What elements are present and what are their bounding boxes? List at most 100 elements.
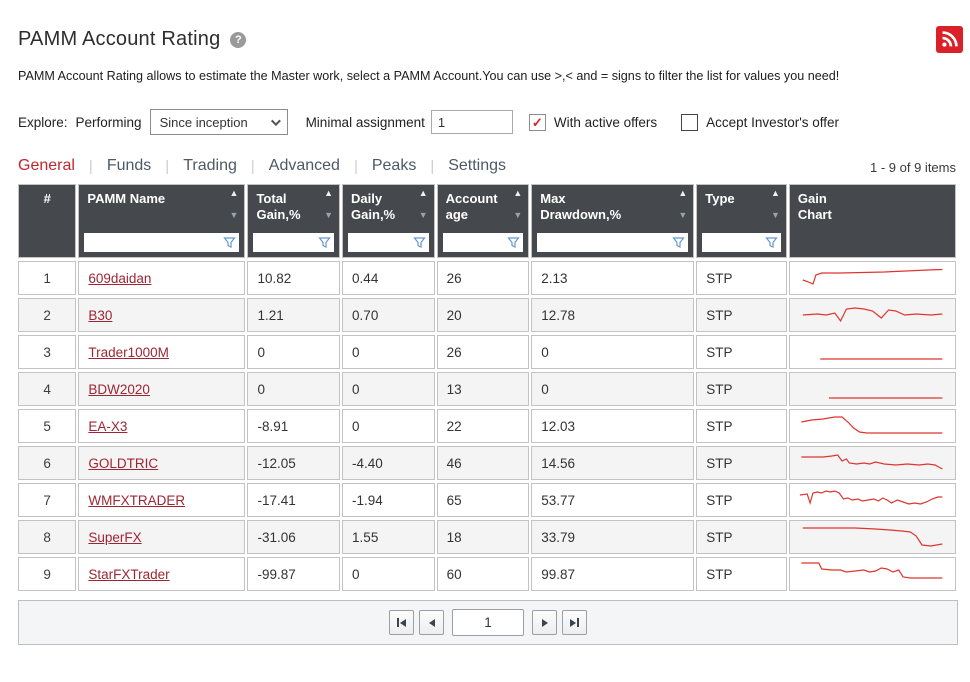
- tab-settings[interactable]: Settings: [448, 157, 507, 174]
- total-gain-cell: 0: [247, 372, 341, 406]
- next-page-button[interactable]: [532, 610, 557, 635]
- page-number-input[interactable]: [452, 609, 524, 636]
- column-header-total-gain[interactable]: Total Gain,% ▲ ▼: [247, 184, 341, 258]
- max-drawdown-cell: 0: [531, 335, 695, 369]
- first-page-button[interactable]: [389, 610, 414, 635]
- daily-gain-cell: 0: [342, 409, 435, 443]
- pamm-name-cell: GOLDTRIC: [78, 446, 246, 480]
- gain-chart-cell: [788, 335, 956, 369]
- tab-funds[interactable]: Funds: [106, 157, 152, 174]
- daily-gain-cell: 0: [342, 335, 435, 369]
- help-icon[interactable]: ?: [230, 31, 247, 48]
- account-age-cell: 46: [436, 446, 530, 480]
- with-active-offers-checkbox[interactable]: [528, 113, 546, 131]
- pamm-name-link[interactable]: GOLDTRIC: [88, 455, 159, 471]
- with-active-offers-label: With active offers: [553, 114, 658, 130]
- tab-separator: |: [250, 157, 255, 175]
- sort-desc-icon: ▼: [770, 210, 780, 220]
- pamm-name-link[interactable]: EA-X3: [88, 418, 128, 434]
- last-page-button[interactable]: [562, 610, 587, 635]
- account-age-cell: 13: [436, 372, 530, 406]
- filter-box: [348, 233, 429, 252]
- explore-mode-label: Performing: [75, 114, 142, 130]
- gain-sparkline: [797, 523, 948, 551]
- filter-box: [84, 233, 240, 252]
- filter-controls: Explore: Performing Since inception Mini…: [18, 109, 958, 135]
- pamm-name-link[interactable]: B30: [88, 307, 113, 323]
- pamm-name-link[interactable]: 609daidan: [88, 270, 152, 286]
- pamm-name-link[interactable]: BDW2020: [88, 381, 150, 397]
- pamm-name-link[interactable]: Trader1000M: [88, 344, 169, 360]
- row-number-cell: 4: [18, 372, 77, 406]
- rss-button[interactable]: [936, 26, 963, 53]
- pamm-name-link[interactable]: SuperFX: [88, 529, 142, 545]
- accept-investors-offer-option[interactable]: Accept Investor's offer: [681, 113, 839, 131]
- max-drawdown-cell: 14.56: [531, 446, 695, 480]
- pamm-name-link[interactable]: WMFXTRADER: [88, 492, 186, 508]
- tab-separator: |: [165, 157, 170, 175]
- minimal-assignment-input[interactable]: [430, 110, 513, 134]
- chevron-down-icon: [270, 115, 281, 126]
- total-gain-cell: 0: [247, 335, 341, 369]
- daily-gain-cell: -1.94: [342, 483, 435, 517]
- with-active-offers-option[interactable]: With active offers: [528, 113, 658, 131]
- daily-gain-filter-input[interactable]: [348, 233, 429, 252]
- filter-box: [702, 233, 781, 252]
- table-row: 2 B30 1.21 0.70 20 12.78 STP: [18, 298, 956, 332]
- tab-trading[interactable]: Trading: [183, 157, 237, 174]
- sort-arrows[interactable]: ▲ ▼: [324, 189, 333, 220]
- row-number-cell: 1: [18, 261, 77, 295]
- total-gain-cell: -8.91: [247, 409, 341, 443]
- sort-arrows[interactable]: ▲ ▼: [230, 189, 239, 220]
- table-body: 1 609daidan 10.82 0.44 26 2.13 STP 2 B30 1.21 0.70…: [18, 261, 956, 591]
- period-select[interactable]: Since inception: [149, 109, 288, 135]
- tab-advanced[interactable]: Advanced: [268, 157, 340, 174]
- account-age-cell: 26: [436, 335, 530, 369]
- row-number-cell: 2: [18, 298, 77, 332]
- sort-arrows[interactable]: ▲ ▼: [678, 189, 687, 220]
- max-drawdown-cell: 0: [531, 372, 695, 406]
- pamm-name-link[interactable]: StarFXTrader: [88, 566, 170, 582]
- gain-sparkline: [797, 449, 948, 477]
- row-number-cell: 5: [18, 409, 77, 443]
- column-header-max-drawdown[interactable]: Max Drawdown,% ▲ ▼: [531, 184, 695, 258]
- arrow-left-icon: [400, 618, 406, 627]
- table-row: 5 EA-X3 -8.91 0 22 12.03 STP: [18, 409, 956, 443]
- pamm-name-cell: StarFXTrader: [78, 557, 246, 591]
- filter-box: [253, 233, 335, 252]
- daily-gain-cell: 1.55: [342, 520, 435, 554]
- column-header-account-age[interactable]: Account age ▲ ▼: [436, 184, 530, 258]
- account-age-cell: 22: [436, 409, 530, 443]
- column-header-number: #: [18, 184, 77, 258]
- type-filter-input[interactable]: [702, 233, 781, 252]
- daily-gain-cell: 0.70: [342, 298, 435, 332]
- pamm-name-cell: Trader1000M: [78, 335, 246, 369]
- filter-box: [537, 233, 689, 252]
- tab-peaks[interactable]: Peaks: [371, 157, 417, 174]
- gain-sparkline: [797, 264, 948, 292]
- gain-sparkline: [797, 375, 948, 403]
- sort-arrows[interactable]: ▲ ▼: [771, 189, 780, 220]
- max-drawdown-filter-input[interactable]: [537, 233, 689, 252]
- total-gain-filter-input[interactable]: [253, 233, 335, 252]
- account-age-filter-input[interactable]: [442, 233, 524, 252]
- column-header-type[interactable]: Type ▲ ▼: [696, 184, 787, 258]
- daily-gain-cell: -4.40: [342, 446, 435, 480]
- gain-chart-cell: [788, 483, 956, 517]
- gain-chart-cell: [788, 409, 956, 443]
- tab-separator: |: [430, 157, 435, 175]
- accept-investors-offer-checkbox[interactable]: [681, 113, 699, 131]
- prev-page-button[interactable]: [419, 610, 444, 635]
- pamm-name-filter-input[interactable]: [84, 233, 240, 252]
- sort-arrows[interactable]: ▲ ▼: [513, 189, 522, 220]
- table-row: 8 SuperFX -31.06 1.55 18 33.79 STP: [18, 520, 956, 554]
- rating-table: # PAMM Name ▲ ▼ Total Gain,% ▲ ▼: [16, 181, 958, 594]
- bar-icon: [397, 618, 399, 627]
- sort-arrows[interactable]: ▲ ▼: [419, 189, 428, 220]
- column-header-pamm-name[interactable]: PAMM Name ▲ ▼: [78, 184, 246, 258]
- daily-gain-cell: 0.44: [342, 261, 435, 295]
- column-header-daily-gain[interactable]: Daily Gain,% ▲ ▼: [342, 184, 435, 258]
- tab-general[interactable]: General: [18, 157, 75, 174]
- gain-sparkline: [797, 412, 948, 440]
- pamm-name-cell: BDW2020: [78, 372, 246, 406]
